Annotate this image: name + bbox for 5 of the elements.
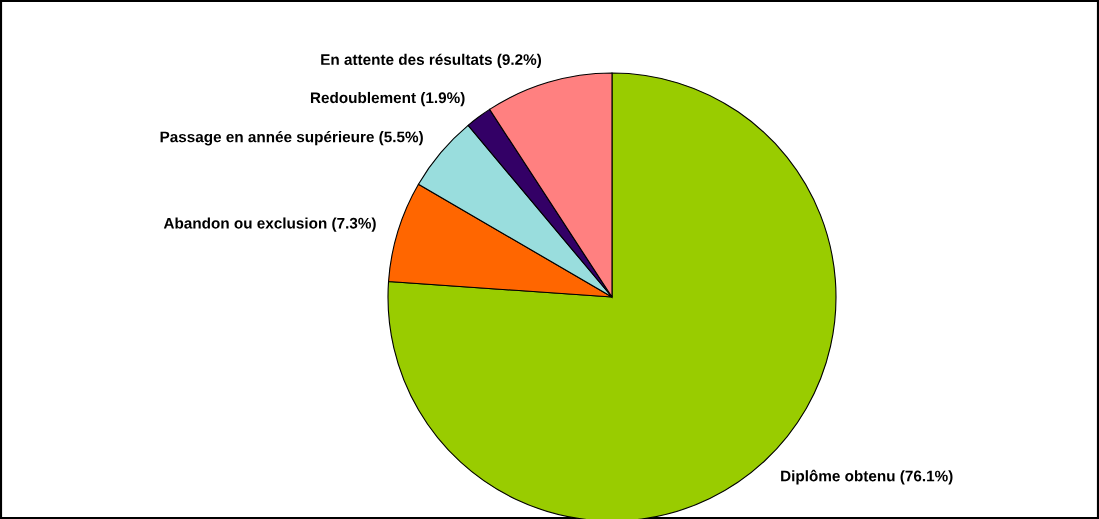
slice-label: En attente des résultats (9.2%) bbox=[321, 53, 542, 69]
slice-label: Abandon ou exclusion (7.3%) bbox=[163, 217, 376, 232]
slice-label: Redoublement (1.9%) bbox=[310, 91, 465, 107]
slice-label: Passage en année supérieure (5.5%) bbox=[160, 130, 423, 146]
slice-label: Diplôme obtenu (76.1%) bbox=[781, 469, 953, 485]
